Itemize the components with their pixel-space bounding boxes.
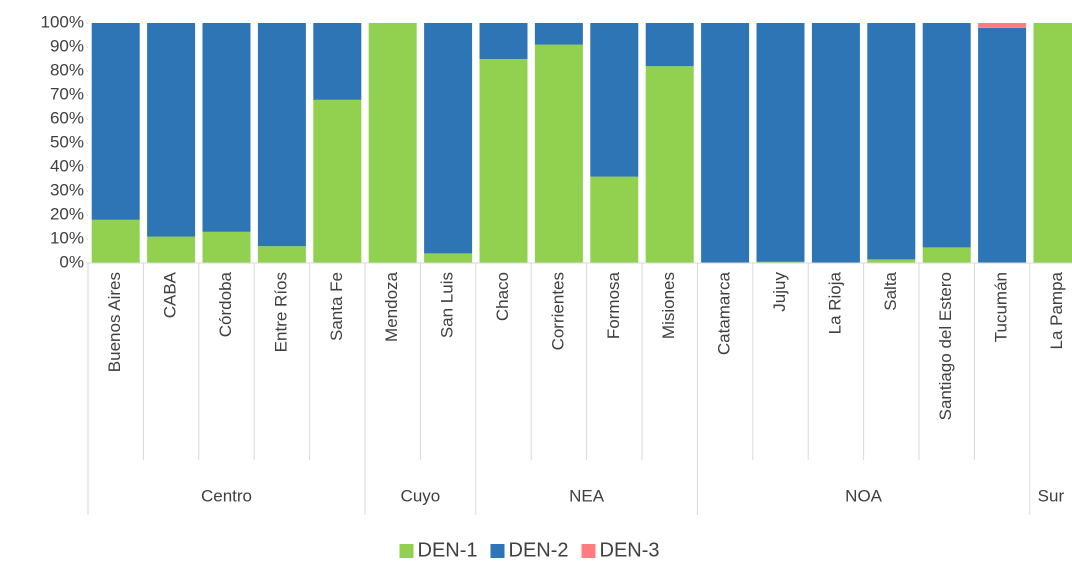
bar-segment xyxy=(147,236,196,263)
bar-segment xyxy=(91,23,140,220)
group-label: NOA xyxy=(845,486,883,505)
legend-swatch xyxy=(399,544,414,558)
bar-segment xyxy=(1033,23,1072,263)
bar-segment xyxy=(313,99,362,263)
y-tick-label: 10% xyxy=(50,228,84,247)
group-label: Centro xyxy=(201,486,252,505)
x-tick-label: Chaco xyxy=(493,272,512,321)
x-tick-label: Formosa xyxy=(604,271,623,339)
y-tick-label: 70% xyxy=(50,84,84,103)
bar-segment xyxy=(257,246,306,263)
x-tick-label: Jujuy xyxy=(770,272,789,312)
bar-segment xyxy=(978,23,1027,28)
x-tick-label: Entre Ríos xyxy=(271,272,290,352)
y-tick-label: 40% xyxy=(50,156,84,175)
x-tick-label: Corrientes xyxy=(548,272,567,350)
legend-label: DEN-3 xyxy=(600,539,660,561)
y-tick-label: 100% xyxy=(41,12,84,31)
bar-segment xyxy=(922,23,971,248)
x-tick-label: Salta xyxy=(881,271,900,310)
y-tick-label: 50% xyxy=(50,132,84,151)
bar-segment xyxy=(590,176,639,263)
bar-segment xyxy=(534,44,583,263)
bar-segment xyxy=(202,231,251,263)
bar-segment xyxy=(424,253,473,263)
group-label: NEA xyxy=(569,486,605,505)
bar-segment xyxy=(922,247,971,263)
bar-segment xyxy=(701,23,750,263)
y-tick-label: 20% xyxy=(50,204,84,223)
legend-swatch xyxy=(581,544,596,558)
bar-segment xyxy=(313,23,362,100)
bar-segment xyxy=(479,59,528,263)
x-tick-label: Tucumán xyxy=(992,272,1011,342)
x-tick-label: La Rioja xyxy=(825,271,844,334)
x-tick-label: San Luis xyxy=(438,272,457,338)
legend-label: DEN-2 xyxy=(509,539,569,561)
bar-segment xyxy=(147,23,196,237)
x-tick-label: Mendoza xyxy=(382,271,401,341)
bar-segment xyxy=(590,23,639,177)
x-tick-label: Buenos Aires xyxy=(105,272,124,372)
x-tick-label: La Pampa xyxy=(1047,271,1066,349)
bar-segment xyxy=(424,23,473,254)
x-tick-label: Santa Fe xyxy=(327,272,346,341)
y-tick-label: 60% xyxy=(50,108,84,127)
bar-segment xyxy=(811,23,860,263)
group-label: Cuyo xyxy=(401,486,441,505)
bar-segment xyxy=(867,23,916,260)
bar-segment xyxy=(91,219,140,263)
bar-segment xyxy=(257,23,306,247)
bar-segment xyxy=(978,27,1027,263)
x-tick-label: Catamarca xyxy=(715,271,734,355)
legend-label: DEN-1 xyxy=(418,539,478,561)
group-label: Sur xyxy=(1038,486,1065,505)
x-tick-label: CABA xyxy=(161,271,180,318)
bar-segment xyxy=(645,23,694,67)
bar-segment xyxy=(645,66,694,263)
bar-segment xyxy=(756,23,805,262)
bar-segment xyxy=(202,23,251,232)
bar-segment xyxy=(479,23,528,59)
legend-swatch xyxy=(490,544,505,558)
y-tick-label: 30% xyxy=(50,180,84,199)
bar-segment xyxy=(756,261,805,263)
y-tick-label: 80% xyxy=(50,60,84,79)
x-tick-label: Córdoba xyxy=(216,271,235,337)
x-tick-label: Santiago del Estero xyxy=(936,272,955,420)
bar-segment xyxy=(867,259,916,263)
y-tick-label: 90% xyxy=(50,36,84,55)
bar-segment xyxy=(368,23,417,263)
x-tick-label: Misiones xyxy=(659,272,678,339)
y-tick-label: 0% xyxy=(59,252,84,271)
bar-segment xyxy=(534,23,583,45)
